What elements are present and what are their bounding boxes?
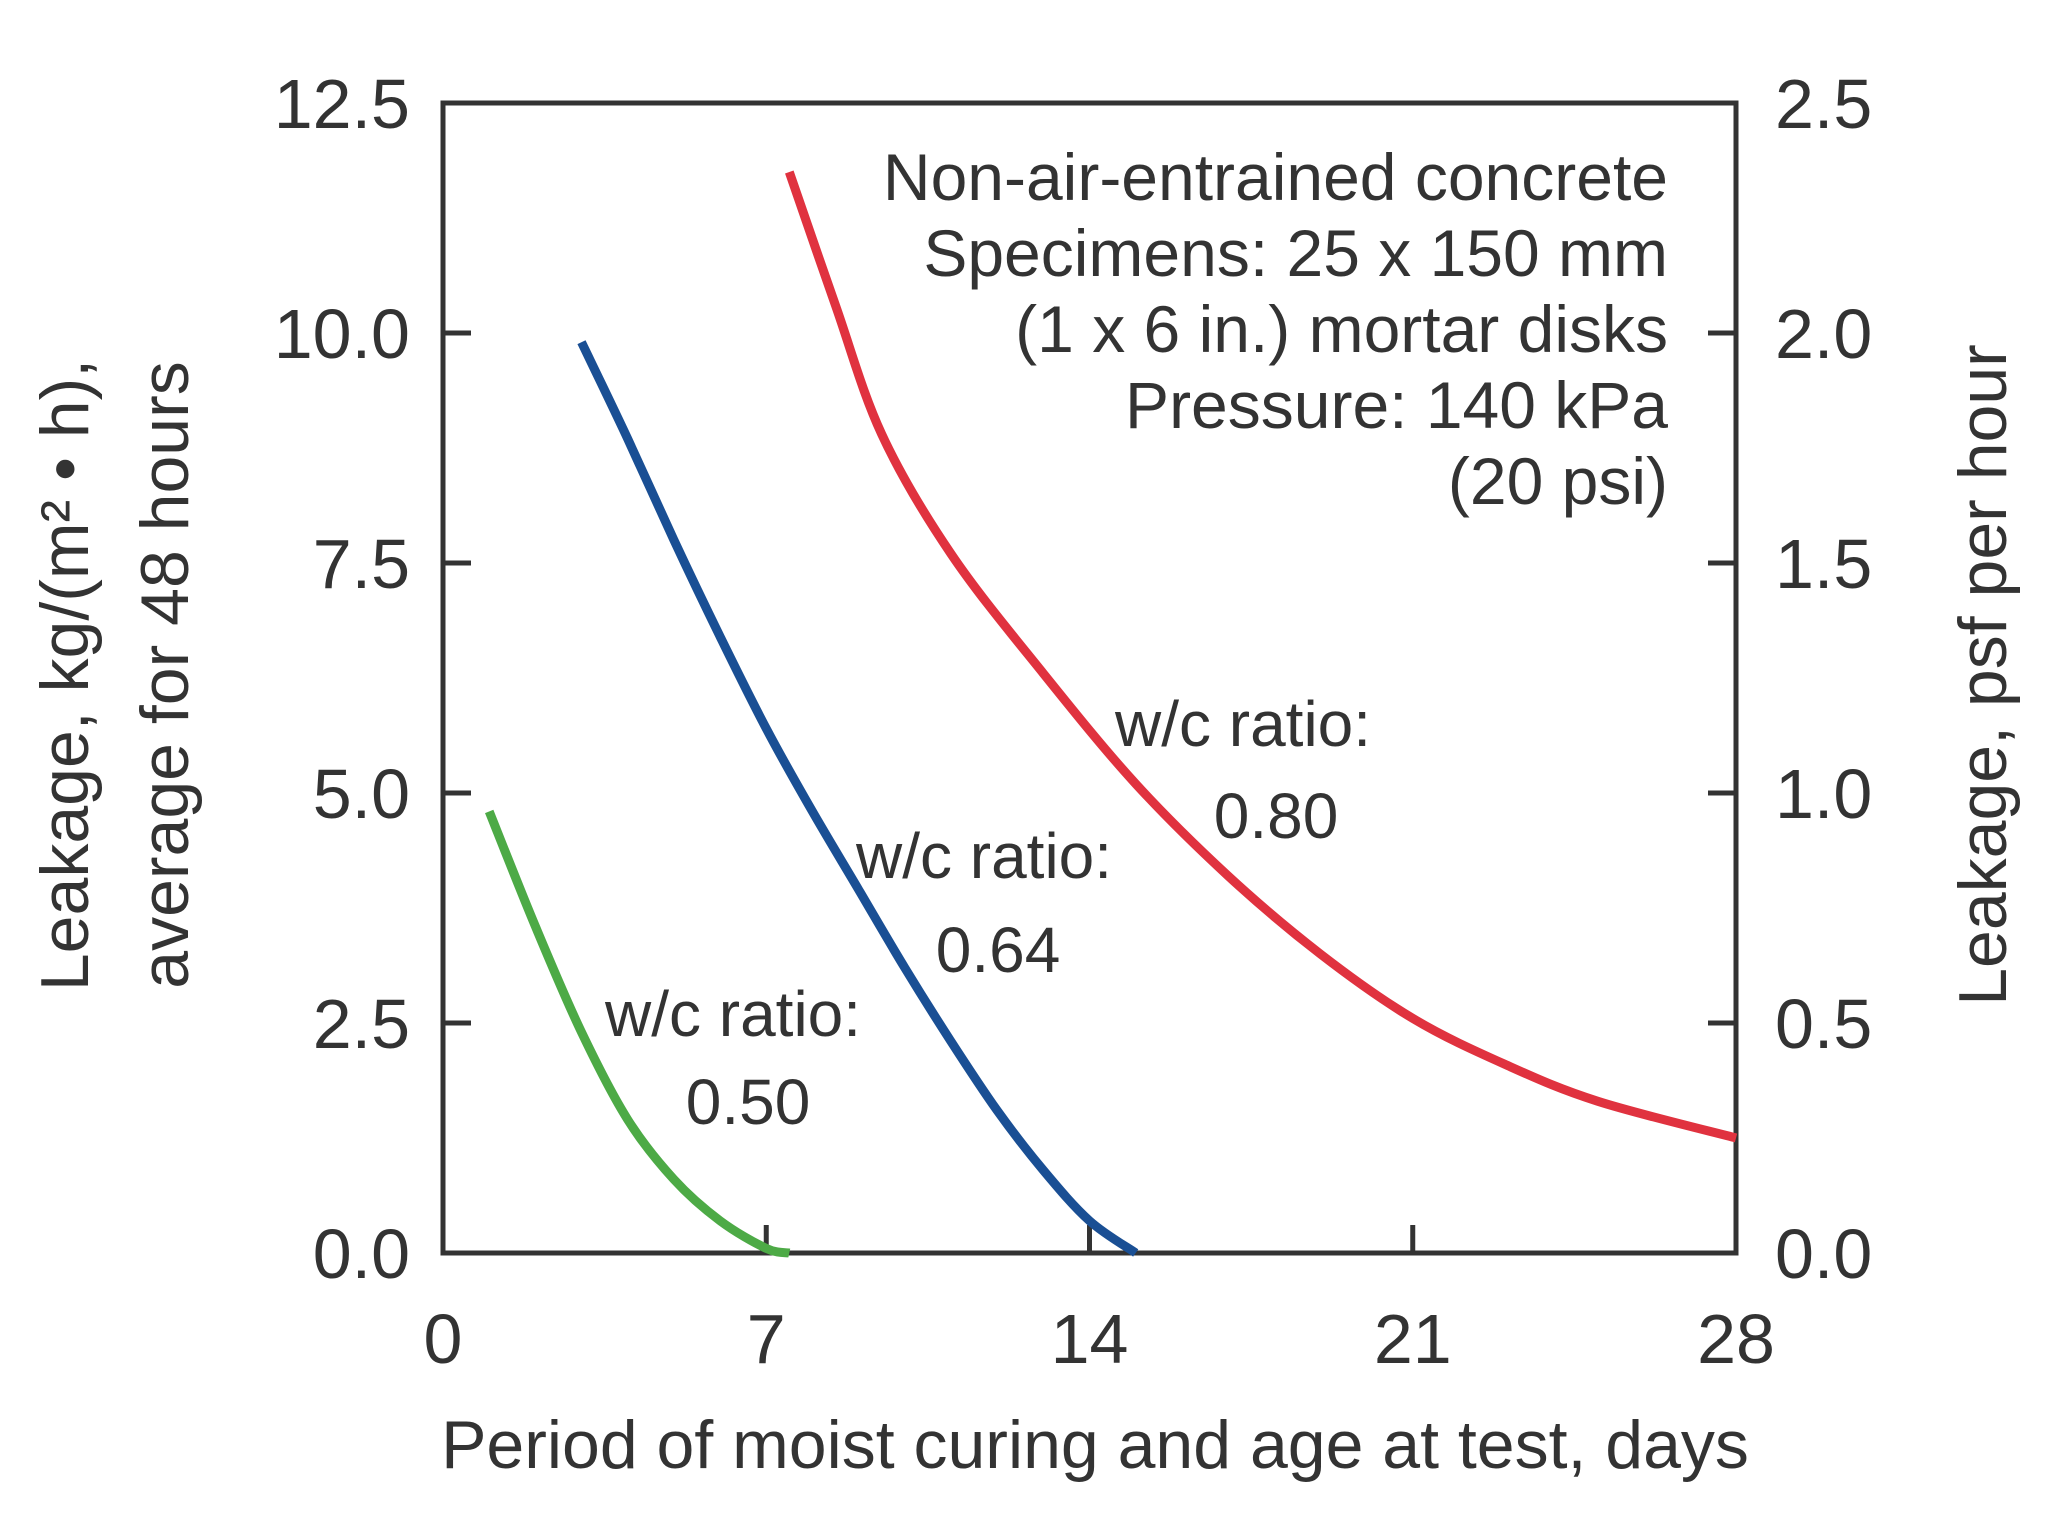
series-line-064 [577, 340, 1139, 1257]
series-label-line2: 0.80 [1214, 780, 1339, 852]
axes-layer [440, 100, 1739, 1256]
series-line-080 [785, 170, 1738, 1143]
series-line-050 [485, 809, 791, 1258]
annotation-line: Specimens: 25 x 150 mm [923, 216, 1668, 290]
y-tick-label: 2.5 [313, 985, 410, 1063]
x-tick-label: 7 [747, 1300, 786, 1378]
y-axis-title-line2: average for 48 hours [127, 361, 203, 989]
y-tick-label: 12.5 [274, 65, 410, 143]
series-label-line2: 0.64 [936, 914, 1061, 986]
y-tick-label: 7.5 [313, 525, 410, 603]
y-tick-label: 10.0 [274, 295, 410, 373]
series-label-080: w/c ratio: 0.80 [1114, 688, 1371, 852]
y2-axis-title-text: Leakage, psf per hour [1945, 344, 2021, 1006]
x-tick-label: 28 [1697, 1300, 1775, 1378]
annotation-line: (20 psi) [1448, 444, 1668, 518]
y2-tick-label: 0.0 [1775, 1215, 1872, 1293]
y-axis-title-line1: Leakage, kg/(m² • h), [27, 359, 103, 991]
x-tick-label: 0 [424, 1300, 463, 1378]
conditions-annotation: Non-air-entrained concrete Specimens: 25… [883, 140, 1668, 518]
y2-axis-title: Leakage, psf per hour [1945, 344, 2021, 1006]
text-layer: Period of moist curing and age at test, … [27, 65, 2021, 1483]
series-label-line1: w/c ratio: [1114, 688, 1371, 760]
series-label-line1: w/c ratio: [855, 820, 1112, 892]
x-tick-label: 14 [1051, 1300, 1129, 1378]
annotation-line: Pressure: 140 kPa [1125, 368, 1668, 442]
series-label-064: w/c ratio: 0.64 [855, 820, 1112, 986]
x-tick-label: 21 [1374, 1300, 1452, 1378]
y2-tick-label: 0.5 [1775, 985, 1872, 1063]
y2-tick-label: 1.5 [1775, 525, 1872, 603]
series-layer [485, 170, 1738, 1258]
y2-tick-label: 2.5 [1775, 65, 1872, 143]
x-axis-title: Period of moist curing and age at test, … [441, 1407, 1749, 1483]
y2-tick-label: 1.0 [1775, 755, 1872, 833]
annotation-line: (1 x 6 in.) mortar disks [1015, 292, 1668, 366]
series-label-050: w/c ratio: 0.50 [604, 978, 861, 1138]
annotation-line: Non-air-entrained concrete [883, 140, 1668, 214]
y-tick-label: 5.0 [313, 755, 410, 833]
series-label-line2: 0.50 [686, 1066, 811, 1138]
series-label-line1: w/c ratio: [604, 978, 861, 1050]
y-tick-label: 0.0 [313, 1215, 410, 1293]
y2-tick-label: 2.0 [1775, 295, 1872, 373]
y-axis-title: Leakage, kg/(m² • h), average for 48 hou… [27, 359, 203, 991]
